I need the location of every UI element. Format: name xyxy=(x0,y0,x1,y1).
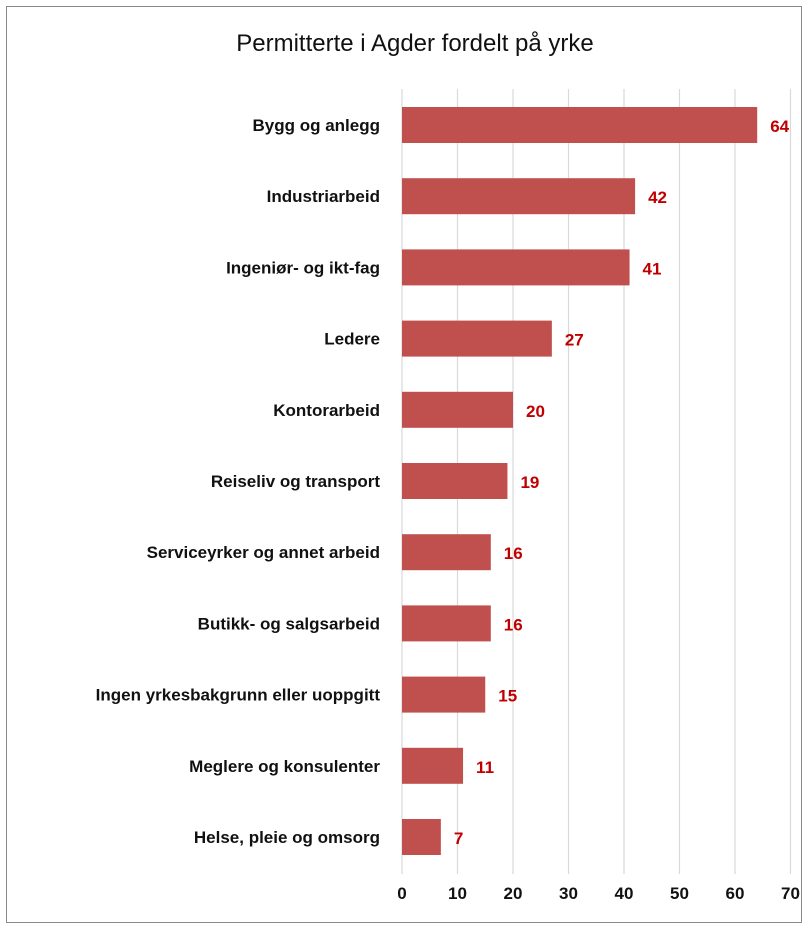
bar xyxy=(402,534,491,571)
category-label: Bygg og anlegg xyxy=(253,116,381,135)
bars xyxy=(402,107,758,855)
data-label: 16 xyxy=(504,615,523,634)
x-tick-label: 0 xyxy=(397,884,406,903)
category-label: Serviceyrker og annet arbeid xyxy=(147,543,380,562)
bar xyxy=(402,676,486,713)
value-labels: 64 42 41 27 20 19 16 16 15 11 7 xyxy=(454,117,790,848)
data-label: 41 xyxy=(643,259,662,278)
gridlines xyxy=(401,89,792,874)
category-label: Ingen yrkesbakgrunn eller uoppgitt xyxy=(96,686,381,705)
data-label: 16 xyxy=(504,544,523,563)
data-label: 19 xyxy=(520,473,539,492)
bar xyxy=(402,463,508,499)
category-labels: Bygg og anlegg Industriarbeid Ingeniør- og… xyxy=(96,116,381,847)
x-tick-label: 40 xyxy=(615,884,634,903)
category-label: Meglere og konsulenter xyxy=(189,757,380,776)
chart-title: Permitterte i Agder fordelt på yrke xyxy=(236,30,594,57)
data-label: 15 xyxy=(498,687,517,706)
data-label: 64 xyxy=(770,117,789,136)
data-label: 27 xyxy=(565,331,584,350)
data-label: 11 xyxy=(476,758,494,777)
x-tick-label: 60 xyxy=(726,884,745,903)
bar xyxy=(402,391,513,428)
category-label: Butikk- og salgsarbeid xyxy=(198,614,380,633)
category-label: Reiseliv og transport xyxy=(211,472,380,491)
x-tick-label: 20 xyxy=(504,884,523,903)
data-label: 7 xyxy=(454,829,463,848)
bar xyxy=(402,605,491,642)
bar xyxy=(402,107,758,143)
x-tick-label: 70 xyxy=(781,884,800,903)
data-label: 20 xyxy=(526,402,545,421)
category-label: Industriarbeid xyxy=(267,187,380,206)
category-label: Helse, pleie og omsorg xyxy=(194,828,380,847)
x-tick-label: 10 xyxy=(448,884,467,903)
x-tick-label: 30 xyxy=(559,884,578,903)
x-tick-labels: 0 10 20 30 40 50 60 70 xyxy=(397,884,800,903)
category-label: Ingeniør- og ikt-fag xyxy=(226,258,380,277)
data-label: 42 xyxy=(648,188,667,207)
x-tick-label: 50 xyxy=(670,884,689,903)
bar xyxy=(402,819,441,855)
bar xyxy=(402,320,552,357)
category-label: Kontorarbeid xyxy=(273,401,380,420)
bar xyxy=(402,747,464,784)
bar xyxy=(402,178,636,215)
bar xyxy=(402,249,630,286)
category-label: Ledere xyxy=(324,330,380,349)
